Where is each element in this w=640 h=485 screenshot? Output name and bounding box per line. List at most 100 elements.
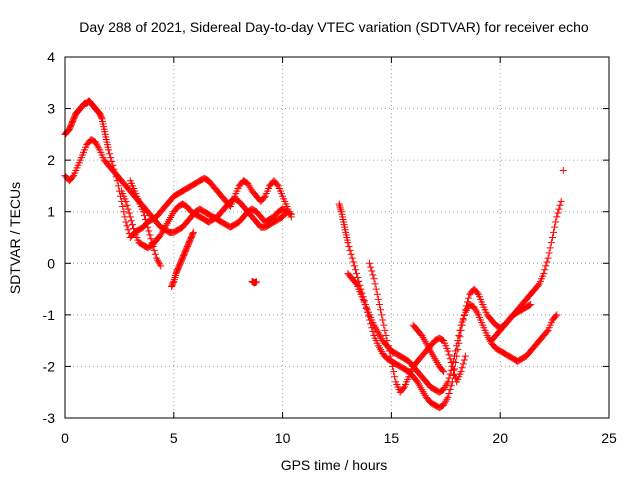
data-point [527,301,535,309]
data-point [548,234,556,241]
data-point [283,208,291,216]
data-point [452,347,460,355]
data-point [123,222,131,230]
data-point [546,244,554,252]
data-point [119,203,127,211]
data-point [144,223,152,231]
data-point [282,209,290,217]
y-tick-label: -3 [43,410,56,426]
data-point [189,228,197,236]
y-tick-label: 3 [47,101,55,117]
data-point [456,333,464,341]
data-point [446,386,454,394]
data-point [386,352,394,360]
data-point [399,384,407,392]
y-tick-label: 4 [47,49,55,65]
data-point [171,273,179,281]
y-tick-label: 0 [47,255,55,271]
data-point [377,306,385,314]
data-point [381,326,389,334]
data-point [151,250,159,258]
data-point [387,357,395,365]
data-point [348,254,356,262]
data-point [451,352,459,360]
x-tick-label: 5 [170,430,178,446]
x-tick-label: 20 [492,430,508,446]
y-tick-label: -1 [43,307,56,323]
data-point [459,315,467,323]
data-point [556,201,564,209]
data-point [344,239,352,247]
data-point [553,213,561,221]
data-point [128,221,136,229]
data-point [557,197,565,205]
data-point [149,243,157,251]
data-point [444,393,452,401]
data-point [440,368,448,376]
x-axis-label: GPS time / hours [281,457,388,473]
data-point [349,258,357,266]
data-point [150,246,158,254]
data-point [189,230,197,238]
data-point [545,249,553,257]
data-point [139,208,147,216]
data-point [552,218,560,226]
data-point [555,205,563,213]
data-point [122,197,130,205]
data-point [390,368,398,376]
grid [65,57,609,418]
data-point [122,218,130,226]
data-point [350,262,358,270]
data-point [454,337,462,345]
data-point [541,266,549,274]
data-point [337,206,345,214]
data-point [130,224,138,232]
data-point [447,359,455,367]
data-point [69,173,77,181]
data-point [157,262,165,270]
data-point [379,316,387,324]
y-tick-label: 1 [47,204,55,220]
data-point [383,337,391,345]
data-point [146,231,154,239]
data-point [366,259,374,267]
data-point [375,301,383,309]
data-point [335,200,343,208]
data-point [380,321,388,329]
data-point [273,181,281,189]
data-point [145,227,153,235]
data-point [140,212,148,220]
data-point [351,279,359,287]
data-point [460,356,468,364]
data-point [124,205,132,213]
data-point [353,270,361,278]
data-point [384,342,392,350]
data-point [370,275,378,283]
data-point [552,312,560,320]
data-point [126,213,134,221]
data-point [123,201,131,209]
data-point [534,281,542,289]
data-point [551,223,559,231]
data-point [553,311,561,319]
data-point [439,366,447,374]
data-point [354,273,362,281]
plot-frame [64,56,610,419]
data-point [444,378,452,386]
data-point [125,209,133,217]
data-point [108,157,116,165]
data-point [457,368,465,376]
data-point [453,342,461,350]
data-point [455,331,463,339]
data-point [373,290,381,298]
data-point [372,285,380,293]
data-point [559,166,567,174]
x-tick-label: 10 [275,430,291,446]
data-point [543,328,551,336]
data-point [445,351,453,359]
data-point [448,362,456,370]
data-point [106,150,114,158]
data-point [347,250,355,258]
data-point [554,209,562,217]
